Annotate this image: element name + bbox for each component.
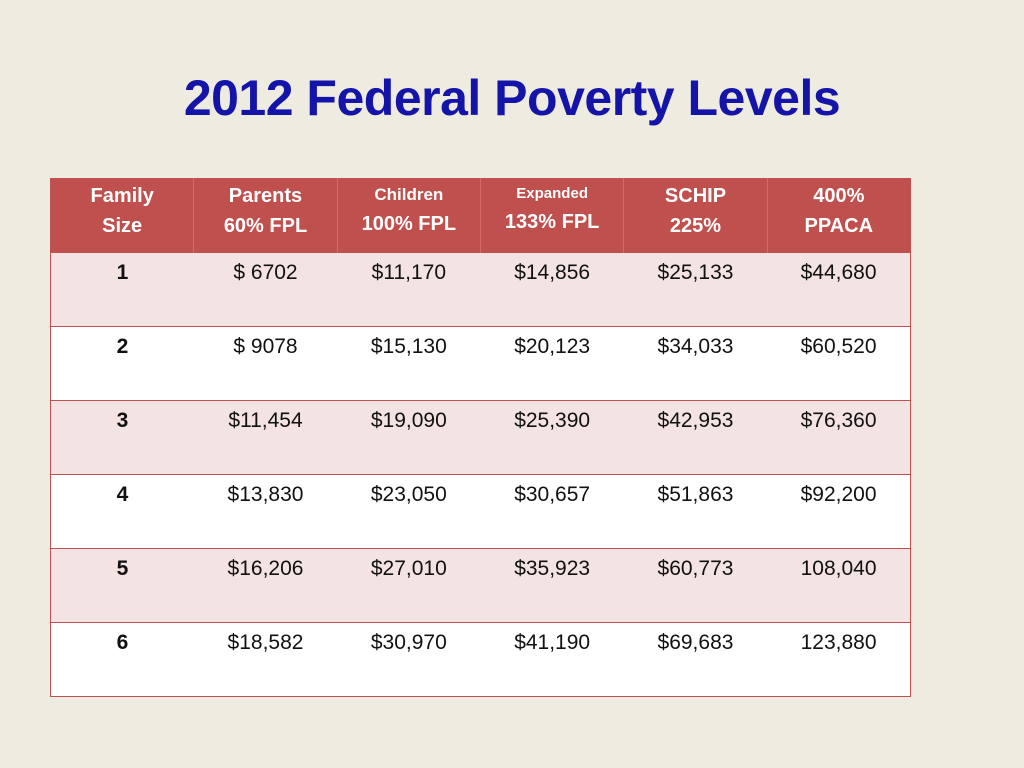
cell-parents: $13,830 (193, 474, 338, 549)
cell-schip: $51,863 (623, 474, 768, 549)
cell-schip: $25,133 (623, 252, 768, 327)
cell-family-size: 2 (50, 326, 194, 401)
cell-family-size: 1 (50, 252, 194, 327)
cell-expanded: $25,390 (480, 400, 624, 475)
header-line: SCHIP (664, 185, 727, 207)
cell-expanded: $14,856 (480, 252, 624, 327)
cell-expanded: $41,190 (480, 622, 624, 697)
cell-ppaca: $92,200 (767, 474, 911, 549)
header-line: Size (102, 215, 143, 237)
header-line: Children (374, 185, 444, 204)
cell-parents: $ 9078 (193, 326, 338, 401)
cell-ppaca: $76,360 (767, 400, 911, 475)
cell-children: $27,010 (337, 548, 481, 623)
cell-expanded: $35,923 (480, 548, 624, 623)
cell-schip: $60,773 (623, 548, 768, 623)
cell-ppaca: $60,520 (767, 326, 911, 401)
cell-children: $19,090 (337, 400, 481, 475)
header-expanded: Expanded 133% FPL (480, 178, 625, 253)
cell-schip: $34,033 (623, 326, 768, 401)
header-children: Children 100% FPL (337, 178, 481, 253)
header-family-size: Family Size (50, 178, 195, 253)
table-row: 3 $11,454 $19,090 $25,390 $42,953 $76,36… (50, 400, 911, 475)
table-header-row: Family Size Parents 60% FPL Children 100… (50, 178, 911, 253)
header-ppaca: 400% PPACA (767, 178, 911, 253)
header-line: Family (90, 185, 154, 207)
table-row: 6 $18,582 $30,970 $41,190 $69,683 123,88… (50, 622, 911, 697)
cell-expanded: $30,657 (480, 474, 624, 549)
cell-children: $30,970 (337, 622, 481, 697)
cell-parents: $16,206 (193, 548, 338, 623)
header-line: 60% FPL (223, 215, 308, 237)
cell-children: $23,050 (337, 474, 481, 549)
cell-schip: $42,953 (623, 400, 768, 475)
cell-parents: $11,454 (193, 400, 338, 475)
header-line: PPACA (804, 215, 874, 237)
cell-ppaca: $44,680 (767, 252, 911, 327)
table-row: 4 $13,830 $23,050 $30,657 $51,863 $92,20… (50, 474, 911, 549)
cell-family-size: 3 (50, 400, 194, 475)
header-line: Parents (228, 185, 303, 207)
slide-title: 2012 Federal Poverty Levels (183, 70, 841, 126)
table-row: 2 $ 9078 $15,130 $20,123 $34,033 $60,520 (50, 326, 911, 401)
header-schip: SCHIP 225% (623, 178, 768, 253)
cell-family-size: 5 (50, 548, 194, 623)
table-row: 1 $ 6702 $11,170 $14,856 $25,133 $44,680 (50, 252, 911, 327)
poverty-levels-table: Family Size Parents 60% FPL Children 100… (50, 178, 911, 697)
table-row: 5 $16,206 $27,010 $35,923 $60,773 108,04… (50, 548, 911, 623)
cell-parents: $18,582 (193, 622, 338, 697)
header-line: 400% (813, 185, 865, 207)
header-line: 133% FPL (504, 211, 600, 233)
cell-ppaca: 123,880 (767, 622, 911, 697)
cell-parents: $ 6702 (193, 252, 338, 327)
header-line: 225% (669, 215, 722, 237)
cell-children: $15,130 (337, 326, 481, 401)
header-line: Expanded (516, 185, 588, 202)
header-line: 100% FPL (361, 213, 457, 235)
cell-expanded: $20,123 (480, 326, 624, 401)
cell-family-size: 4 (50, 474, 194, 549)
cell-schip: $69,683 (623, 622, 768, 697)
cell-family-size: 6 (50, 622, 194, 697)
cell-children: $11,170 (337, 252, 481, 327)
header-parents: Parents 60% FPL (193, 178, 338, 253)
cell-ppaca: 108,040 (767, 548, 911, 623)
